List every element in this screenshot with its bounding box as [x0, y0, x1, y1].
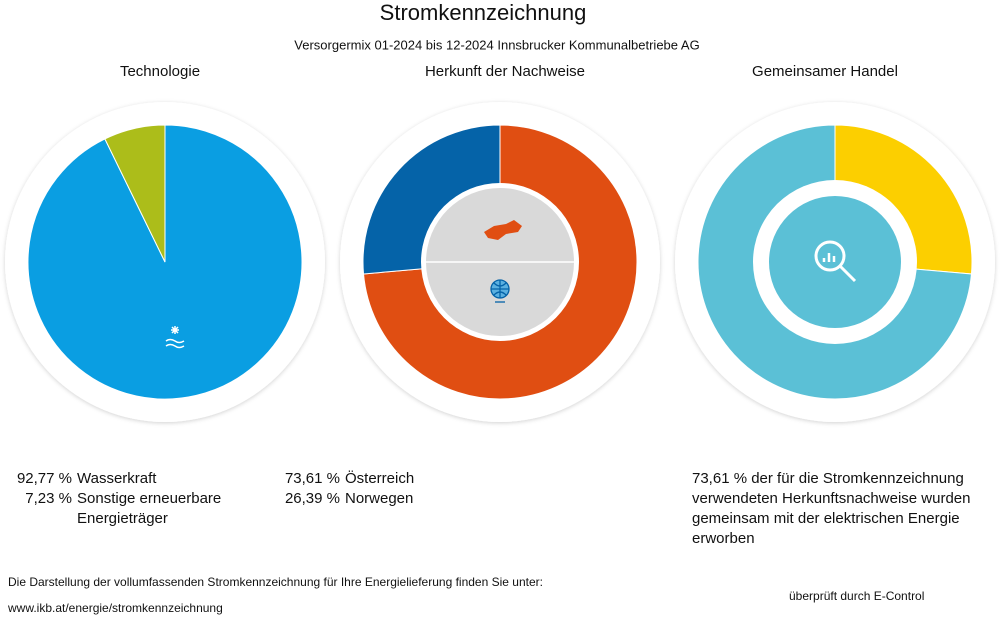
legend-label: Norwegen: [345, 490, 414, 507]
legend-entry: 26,39 % Norwegen: [278, 489, 515, 509]
chart-title: Technologie: [120, 63, 200, 80]
legend-label: Sonstige erneuerbare Energieträger: [77, 490, 222, 527]
legend-label: Österreich: [345, 470, 415, 487]
verified: überprüft durch E-Control: [789, 589, 925, 603]
chart-title: Herkunft der Nachweise: [425, 63, 585, 80]
legend-entry: 7,23 % Sonstige erneuerbare Energieträger: [10, 489, 247, 529]
search-icon: [814, 240, 857, 283]
page-title: Stromkennzeichnung: [380, 0, 587, 25]
annotation: 73,61 % der für die Stromkennzeichnung v…: [692, 470, 971, 547]
footer-url: www.ikb.at/energie/stromkennzeichnung: [8, 601, 223, 615]
value-label: 73,61 %: [284, 470, 340, 487]
legend-label: Wasserkraft: [77, 470, 157, 487]
legend: 92,77 % Wasserkraft 7,23 % Sonstige erneuer…: [10, 469, 247, 529]
water-icon: [165, 326, 185, 349]
slice: [104, 124, 166, 263]
legend: 73,61 % Österreich 26,39 % Norwegen: [278, 469, 515, 509]
legend-entry: 73,61 % Österreich: [278, 469, 515, 489]
value-label: 26,39 %: [284, 490, 340, 507]
footer-text: Die Darstellung der vollumfassenden Stro…: [8, 575, 543, 589]
austria-icon: [484, 220, 522, 240]
value-label: 7,23 %: [25, 490, 72, 507]
chart-title: Gemeinsamer Handel: [752, 63, 898, 80]
value-label: 92,77 %: [16, 470, 72, 487]
legend-entry: 92,77 % Wasserkraft: [10, 469, 247, 489]
subtitle: Versorgermix 01-2024 bis 12-2024 Innsbru…: [294, 37, 699, 52]
globe-icon: [490, 279, 510, 303]
